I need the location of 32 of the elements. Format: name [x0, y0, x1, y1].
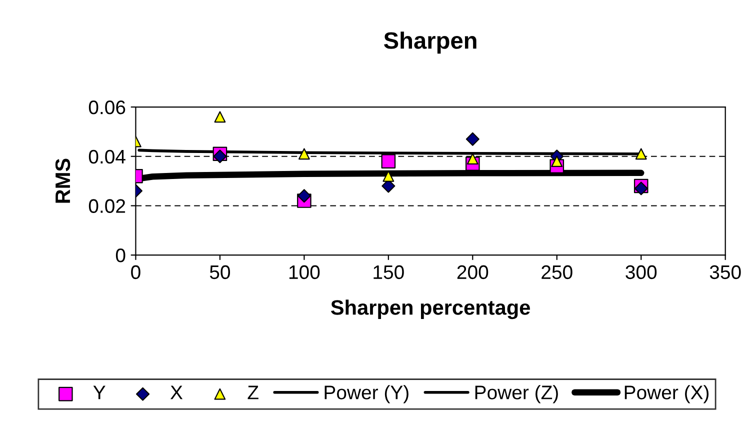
y-tick-label: 0.04: [88, 150, 126, 164]
x-tick-label: 350: [710, 265, 741, 280]
y-axis-title: RMS: [55, 158, 70, 203]
x-tick-label: 300: [626, 265, 657, 280]
legend-label: Power (Y): [324, 385, 408, 404]
y-tick-label: 0.06: [88, 100, 126, 114]
legend-label: Y: [93, 386, 106, 400]
point: [213, 150, 227, 164]
point: [466, 153, 478, 165]
point: [381, 154, 396, 168]
chart-title: Sharpen: [384, 32, 476, 54]
x-tick-label: 100: [289, 265, 320, 280]
x-tick-label: 150: [374, 265, 404, 280]
point: [297, 189, 311, 203]
x-axis-title: Sharpen percentage: [330, 300, 530, 320]
point: [635, 148, 647, 160]
y-tick-label: 0: [116, 248, 126, 262]
point: [298, 148, 310, 160]
x-tick-label: 250: [542, 265, 572, 280]
x-tick-label: 200: [457, 265, 488, 280]
legend-label: Z: [248, 386, 258, 400]
x-tick-label: 50: [210, 265, 230, 280]
legend-label: X: [170, 386, 183, 400]
point: [466, 132, 480, 146]
point: [551, 156, 563, 168]
x-tick-label: 0: [131, 265, 140, 280]
legend-label: Power (X): [624, 385, 709, 404]
point: [634, 182, 648, 196]
legend-label: Power (Z): [475, 385, 558, 404]
point: [214, 111, 226, 123]
point: [382, 170, 394, 182]
y-tick-label: 0.02: [88, 199, 126, 213]
